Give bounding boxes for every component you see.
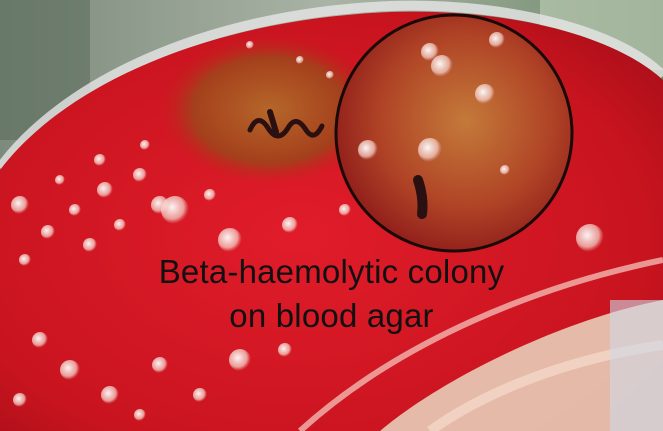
gloved-hand <box>380 300 663 431</box>
magnified-inset <box>334 13 574 253</box>
caption-line-1: Beta-haemolytic colony <box>158 253 505 290</box>
lid-reflection <box>297 257 663 431</box>
caption: Beta-haemolytic colony on blood agar <box>0 250 663 338</box>
dish-rim <box>0 0 663 171</box>
marker-mark <box>247 118 325 139</box>
caption-line-2: on blood agar <box>229 297 434 334</box>
